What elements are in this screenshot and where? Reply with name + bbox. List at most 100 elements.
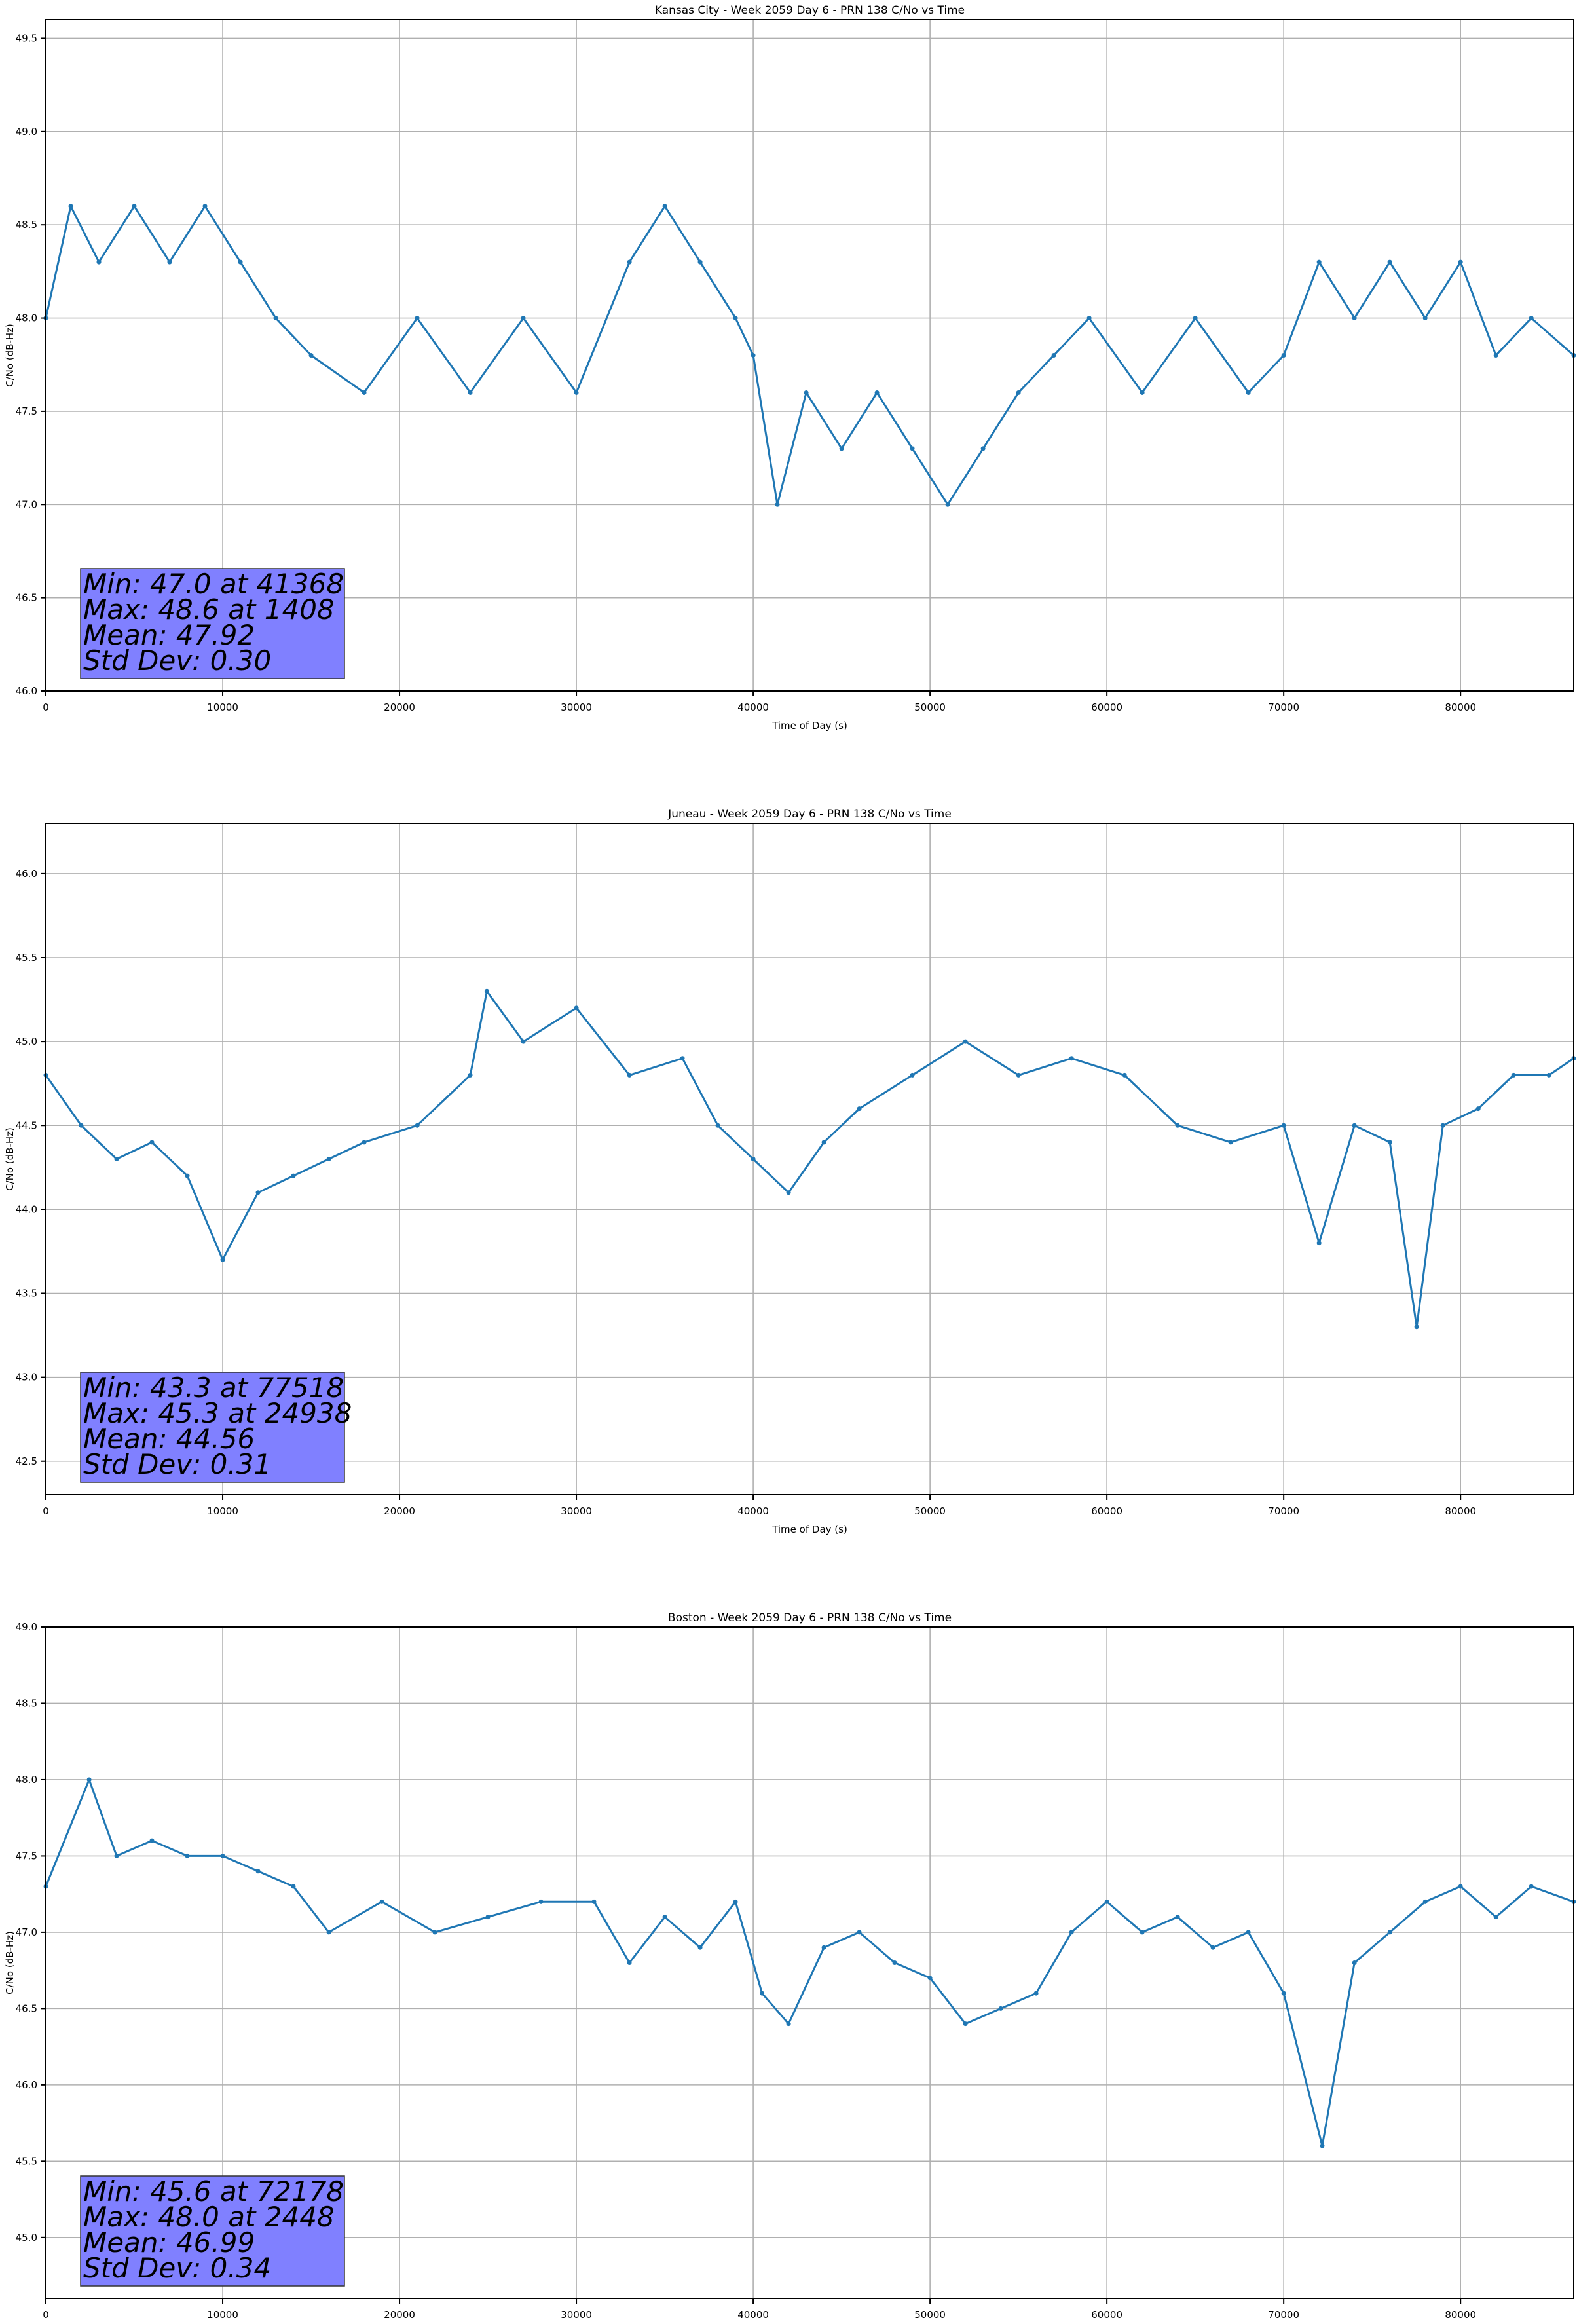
chart-panel-2: 0 10000 20000 30000 40000 50000 60000 70000 8000… [4,808,1576,1535]
y-tick-label: 48.0 [16,1774,37,1786]
data-point [1140,1930,1145,1935]
data-point [733,1899,738,1904]
x-tick-label: 60000 [1091,702,1122,713]
data-point [273,316,278,321]
data-point [591,1899,597,1904]
x-tick-label: 10000 [207,2309,238,2321]
data-point [1069,1930,1074,1935]
data-point [680,1056,685,1061]
y-axis-label: C/No (dB-Hz) [4,324,16,387]
data-point [821,1945,826,1950]
stats-line: Max: 48.0 at 2448 [83,2201,335,2233]
data-point [910,1072,915,1078]
x-axis-label: Time of Day (s) [771,1524,847,1535]
data-point [1051,353,1056,358]
chart-panel-3: 0 10000 20000 30000 40000 50000 60000 70000 8000… [4,1611,1576,2321]
y-tick-label: 46.5 [16,592,37,604]
axes-frame [45,1626,1574,2299]
x-tick-label: 40000 [737,2309,769,2321]
data-point [1281,353,1286,358]
data-point [857,1106,862,1112]
x-tick-label: 50000 [914,1505,946,1517]
y-tick-label: 43.5 [16,1288,37,1300]
data-point [149,1838,155,1843]
data-point [627,1960,632,1965]
data-point [1546,1072,1551,1078]
data-point [662,1915,667,1920]
axes-frame [45,19,1574,692]
data-point [1246,1930,1251,1935]
data-point [574,390,579,395]
y-tick-label: 48.0 [16,312,37,324]
data-point [1069,1056,1074,1061]
data-point [326,1157,331,1161]
x-tick-label: 0 [43,702,49,713]
data-point [1016,1072,1021,1078]
y-tick-label: 47.5 [16,1850,37,1862]
data-point [733,316,738,321]
stats-line: Std Dev: 0.30 [83,645,271,677]
data-point [857,1930,862,1935]
data-point [114,1853,119,1858]
data-point [910,446,915,451]
chart-title: Juneau - Week 2059 Day 6 - PRN 138 C/No … [667,808,952,821]
data-point [185,1173,190,1178]
data-point [1352,316,1357,321]
data-point [1493,1915,1498,1920]
y-tick-label: 46.0 [16,2079,37,2091]
y-tick-label: 45.5 [16,952,37,964]
data-point [1140,390,1145,395]
stats-box [80,1372,345,1483]
data-point [238,259,243,265]
data-point [1511,1072,1516,1078]
data-point [1193,316,1198,321]
data-point [627,259,632,265]
y-tick-label: 47.5 [16,405,37,417]
data-point [1475,1106,1481,1112]
data-point [484,988,489,994]
data-point [1175,1123,1180,1128]
data-point [291,1884,296,1889]
data-point [1529,1884,1534,1889]
data-point [1175,1915,1180,1920]
data-point [379,1899,384,1904]
data-point [521,1039,526,1044]
stats-line: Mean: 44.56 [83,1423,255,1455]
x-tick-label: 50000 [914,2309,946,2321]
data-point [1281,1991,1286,1996]
y-tick-label: 49.0 [16,1621,37,1633]
data-point [1033,1991,1039,1996]
data-point [308,353,314,358]
x-axis-label: Time of Day (s) [771,720,847,732]
data-point [362,1140,367,1145]
data-point [760,1991,765,1996]
data-point [1387,259,1392,265]
y-tick-label: 47.0 [16,498,37,510]
data-point [1352,1123,1357,1128]
data-point [1458,1884,1463,1889]
data-point [68,204,73,209]
data-point [1422,316,1428,321]
x-tick-label: 10000 [207,1505,238,1517]
y-tick-label: 44.0 [16,1203,37,1215]
data-point [220,1853,225,1858]
data-point [185,1853,190,1858]
data-point [1493,353,1498,358]
stats-line: Mean: 46.99 [83,2226,255,2258]
data-point [96,259,102,265]
y-tick-label: 49.0 [16,126,37,138]
data-point [1246,390,1251,395]
data-point [202,204,208,209]
axes-frame [45,823,1574,1495]
y-tick-label: 45.0 [16,2232,37,2243]
chart-title: Boston - Week 2059 Day 6 - PRN 138 C/No … [668,1611,952,1624]
data-point [821,1140,826,1145]
data-point [167,259,172,265]
stats-line: Min: 47.0 at 41368 [83,568,344,600]
data-point [255,1190,261,1195]
y-tick-label: 45.5 [16,2155,37,2167]
data-point [1529,316,1534,321]
data-point [892,1960,897,1965]
data-point [432,1930,437,1935]
